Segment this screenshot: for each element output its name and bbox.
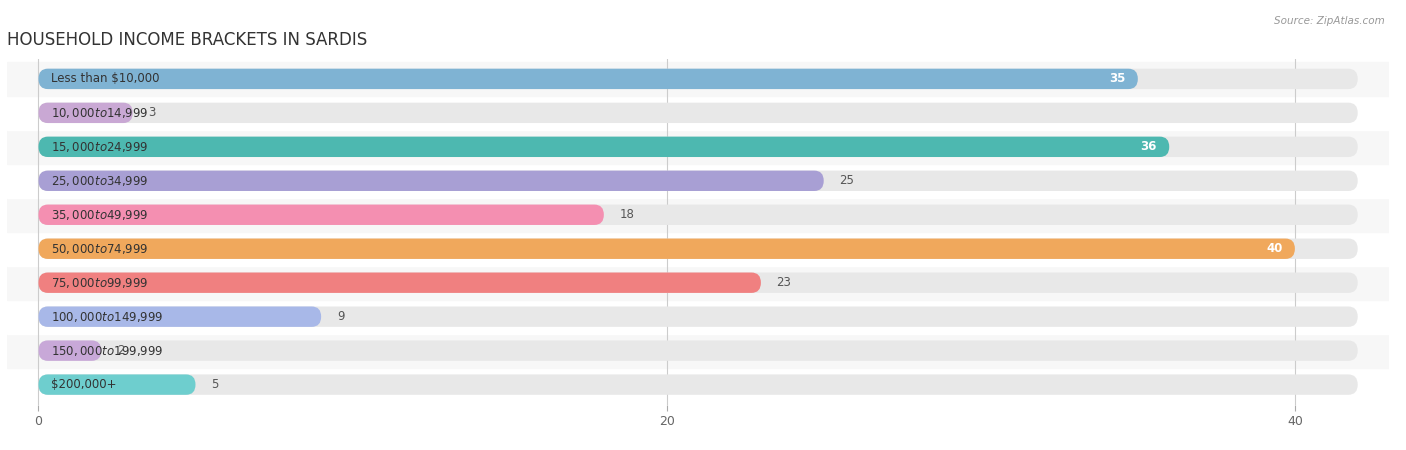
Text: $75,000 to $99,999: $75,000 to $99,999: [51, 276, 149, 290]
FancyBboxPatch shape: [38, 273, 1358, 293]
Text: 18: 18: [620, 208, 634, 221]
FancyBboxPatch shape: [38, 171, 1358, 191]
Bar: [7, 198, 1389, 232]
Text: Source: ZipAtlas.com: Source: ZipAtlas.com: [1274, 16, 1385, 26]
Text: $35,000 to $49,999: $35,000 to $49,999: [51, 208, 149, 222]
FancyBboxPatch shape: [38, 103, 1358, 123]
Text: 9: 9: [337, 310, 344, 323]
Text: 35: 35: [1109, 72, 1125, 86]
Bar: [7, 62, 1389, 96]
FancyBboxPatch shape: [38, 205, 1358, 225]
Text: HOUSEHOLD INCOME BRACKETS IN SARDIS: HOUSEHOLD INCOME BRACKETS IN SARDIS: [7, 31, 367, 49]
Bar: [7, 96, 1389, 130]
FancyBboxPatch shape: [38, 103, 132, 123]
Bar: [7, 368, 1389, 401]
Text: 2: 2: [117, 344, 125, 357]
Bar: [7, 266, 1389, 300]
Bar: [7, 232, 1389, 266]
FancyBboxPatch shape: [38, 171, 824, 191]
Text: $10,000 to $14,999: $10,000 to $14,999: [51, 106, 149, 120]
Text: 25: 25: [839, 174, 855, 187]
FancyBboxPatch shape: [38, 137, 1358, 157]
FancyBboxPatch shape: [38, 341, 1358, 361]
Text: Less than $10,000: Less than $10,000: [51, 72, 159, 86]
Text: $50,000 to $74,999: $50,000 to $74,999: [51, 242, 149, 256]
Text: 40: 40: [1265, 242, 1282, 255]
FancyBboxPatch shape: [38, 374, 1358, 395]
FancyBboxPatch shape: [38, 69, 1358, 89]
FancyBboxPatch shape: [38, 137, 1170, 157]
Bar: [7, 130, 1389, 164]
FancyBboxPatch shape: [38, 341, 101, 361]
Text: $100,000 to $149,999: $100,000 to $149,999: [51, 310, 163, 324]
FancyBboxPatch shape: [38, 273, 761, 293]
FancyBboxPatch shape: [38, 238, 1358, 259]
FancyBboxPatch shape: [38, 238, 1295, 259]
Text: 23: 23: [776, 276, 792, 289]
FancyBboxPatch shape: [38, 205, 603, 225]
Bar: [7, 300, 1389, 333]
Text: $150,000 to $199,999: $150,000 to $199,999: [51, 344, 163, 358]
Bar: [7, 164, 1389, 198]
FancyBboxPatch shape: [38, 374, 195, 395]
Text: 5: 5: [211, 378, 218, 391]
FancyBboxPatch shape: [38, 69, 1137, 89]
Text: $25,000 to $34,999: $25,000 to $34,999: [51, 174, 149, 188]
Text: 36: 36: [1140, 140, 1157, 153]
Text: 3: 3: [149, 106, 156, 119]
FancyBboxPatch shape: [38, 306, 321, 327]
Text: $200,000+: $200,000+: [51, 378, 117, 391]
FancyBboxPatch shape: [38, 306, 1358, 327]
Bar: [7, 333, 1389, 368]
Text: $15,000 to $24,999: $15,000 to $24,999: [51, 140, 149, 154]
